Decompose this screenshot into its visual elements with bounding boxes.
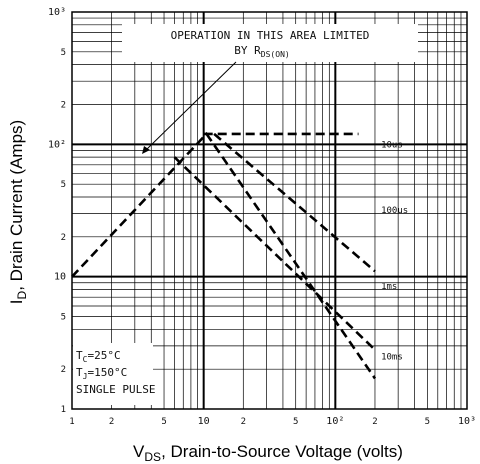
x-tick-label: 10² bbox=[326, 416, 344, 427]
curve-label: 100us bbox=[381, 206, 408, 216]
chart-curves bbox=[71, 131, 377, 380]
x-tick-label: 10³ bbox=[458, 416, 476, 427]
limit-annotation-arrowhead bbox=[142, 146, 150, 154]
limit-annotation-line2: BY RDS(ON) bbox=[234, 44, 289, 59]
x-tick-label: 5 bbox=[293, 417, 298, 427]
y-tick-label: 2 bbox=[61, 365, 66, 375]
x-tick-label: 5 bbox=[161, 417, 166, 427]
condition-line: TJ=150°C bbox=[76, 366, 127, 381]
curve-label: 10us bbox=[381, 140, 403, 150]
conditions-text: TC=25°C TJ=150°C SINGLE PULSE bbox=[76, 349, 155, 396]
limit-annotation-arrow bbox=[145, 61, 237, 151]
x-tick-label: 10 bbox=[198, 416, 210, 427]
curve-label: 1ms bbox=[381, 282, 397, 292]
series-1ms-line bbox=[173, 156, 376, 351]
condition-line: SINGLE PULSE bbox=[76, 383, 155, 396]
y-axis-title: ID, Drain Current (Amps) bbox=[7, 120, 29, 304]
limit-annotation-box bbox=[122, 24, 418, 62]
chart-ticks: 1 2 5 10 2 5 10² 2 5 10³ 1 2 5 10 2 5 10² 2 5 10³ bbox=[48, 7, 476, 427]
y-tick-label: 5 bbox=[61, 48, 66, 58]
y-tick-label: 10² bbox=[48, 139, 66, 150]
x-tick-label: 5 bbox=[425, 417, 430, 427]
x-tick-label: 1 bbox=[69, 417, 74, 427]
conditions-box bbox=[73, 343, 153, 405]
series-100us-line bbox=[213, 132, 376, 273]
x-tick-label: 2 bbox=[372, 417, 377, 427]
x-axis-title: VDS, Drain-to-Source Voltage (volts) bbox=[133, 442, 403, 464]
y-tick-label: 5 bbox=[61, 313, 66, 323]
y-tick-label: 5 bbox=[61, 180, 66, 190]
limit-annotation-line1: OPERATION IN THIS AREA LIMITED bbox=[171, 29, 370, 42]
y-tick-label: 10 bbox=[54, 272, 66, 283]
series-10ms-line bbox=[71, 131, 377, 380]
condition-line: TC=25°C bbox=[76, 349, 121, 364]
y-tick-label: 2 bbox=[61, 100, 66, 110]
chart-curve-labels: 10us 100us 1ms 10ms bbox=[381, 140, 408, 362]
x-tick-label: 2 bbox=[109, 417, 114, 427]
curve-label: 10ms bbox=[381, 352, 403, 362]
x-tick-label: 2 bbox=[241, 417, 246, 427]
y-tick-label: 1 bbox=[61, 405, 66, 415]
y-tick-label: 10³ bbox=[48, 7, 66, 18]
y-tick-label: 2 bbox=[61, 233, 66, 243]
